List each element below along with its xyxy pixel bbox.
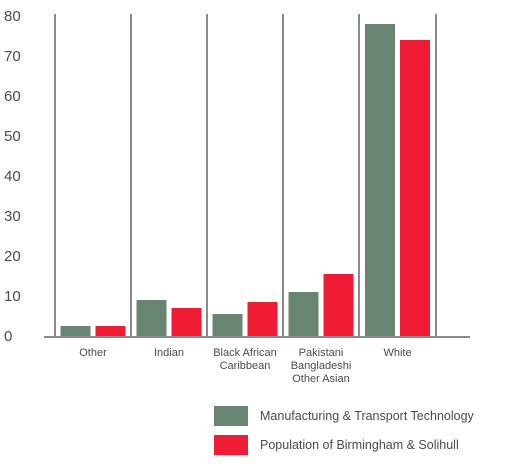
- bar-chart: 0 10 20 30 40 50 60 70 80 Other Indian Black Afric…: [4, 8, 470, 385]
- bar-population-other: [95, 326, 126, 336]
- y-tick-label: 50: [4, 128, 21, 145]
- bar-population-black-african-caribbean: [247, 302, 278, 336]
- category-separators: [54, 14, 437, 336]
- bar-population-pakistani-bangladeshi-other-asian: [323, 274, 354, 336]
- y-tick-label: 10: [4, 288, 21, 305]
- bar-population-indian: [171, 308, 202, 336]
- x-tick-label: White: [383, 347, 411, 359]
- y-tick-label: 0: [4, 328, 12, 345]
- y-tick-label: 60: [4, 88, 21, 105]
- x-tick-label: Other Asian: [292, 373, 349, 385]
- y-tick-label: 40: [4, 168, 21, 185]
- bar-manufacturing-white: [365, 24, 395, 336]
- legend-label-manufacturing: Manufacturing & Transport Technology: [260, 409, 474, 423]
- legend-item-population: Population of Birmingham & Solihull: [214, 435, 474, 455]
- y-tick-label: 80: [4, 8, 21, 25]
- y-tick-label: 30: [4, 208, 21, 225]
- legend: Manufacturing & Transport Technology Pop…: [214, 406, 474, 464]
- bars: [60, 24, 430, 336]
- x-tick-label: Caribbean: [220, 360, 271, 372]
- y-axis: 0 10 20 30 40 50 60 70 80: [4, 8, 21, 345]
- y-tick-label: 20: [4, 248, 21, 265]
- legend-swatch-manufacturing: [214, 406, 248, 426]
- legend-swatch-population: [214, 435, 248, 455]
- bar-manufacturing-indian: [136, 300, 167, 336]
- bar-population-white: [400, 40, 430, 336]
- legend-item-manufacturing: Manufacturing & Transport Technology: [214, 406, 474, 426]
- bar-manufacturing-pakistani-bangladeshi-other-asian: [288, 292, 319, 336]
- x-tick-label: Other: [79, 347, 107, 359]
- legend-label-population: Population of Birmingham & Solihull: [260, 438, 459, 452]
- x-tick-label: Black African: [213, 347, 277, 359]
- x-tick-label: Pakistani: [299, 347, 344, 359]
- y-tick-label: 70: [4, 48, 21, 65]
- x-tick-label: Indian: [154, 347, 184, 359]
- bar-manufacturing-other: [60, 326, 91, 336]
- x-tick-label: Bangladeshi: [291, 360, 352, 372]
- bar-manufacturing-black-african-caribbean: [212, 314, 243, 336]
